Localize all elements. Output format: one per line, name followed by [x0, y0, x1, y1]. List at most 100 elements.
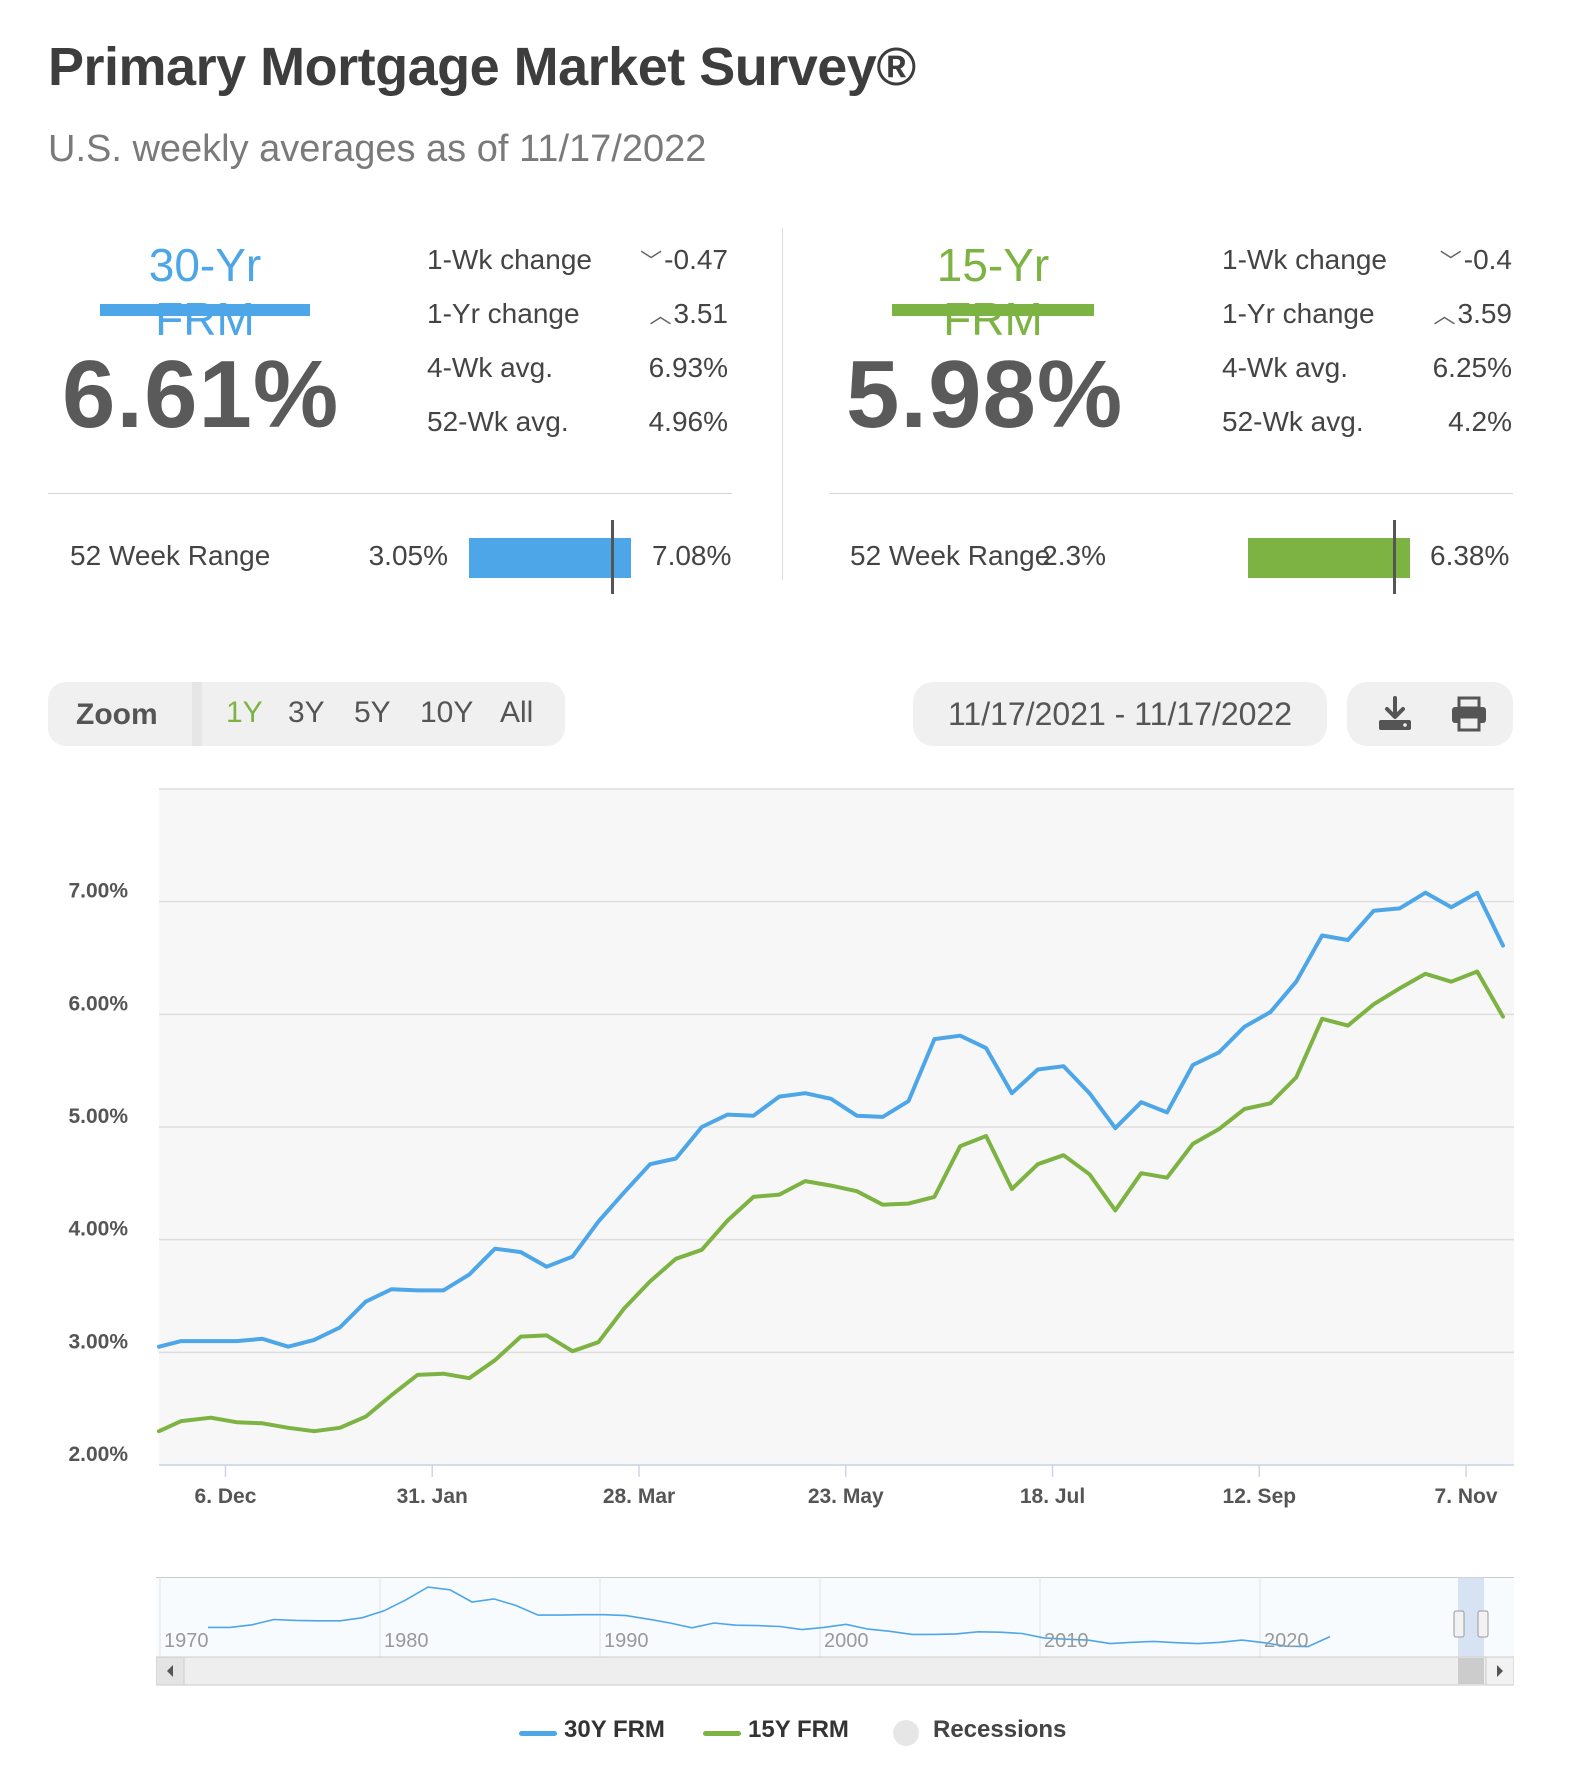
- x-tick-label: 6. Dec: [195, 1485, 257, 1508]
- stat-label: 1-Wk change: [427, 244, 592, 275]
- page-title: Primary Mortgage Market Survey®: [48, 37, 916, 97]
- series-line-30y-frm[interactable]: [157, 890, 1505, 1349]
- series-lines: [157, 890, 1505, 1434]
- zoom-all-button[interactable]: All: [500, 696, 534, 729]
- print-icon[interactable]: [1449, 696, 1489, 732]
- navigator-year-label: 1990: [604, 1630, 649, 1652]
- legend-item-15y[interactable]: 15Y FRM: [748, 1716, 849, 1743]
- y-tick-label: 4.00%: [68, 1218, 128, 1241]
- date-range-display[interactable]: 11/17/2021 - 11/17/2022: [913, 682, 1327, 746]
- stat-label: 4-Wk avg.: [1222, 352, 1349, 383]
- product-name-15yr: 15-Yr FRM: [936, 239, 1050, 345]
- scrollbar-track[interactable]: [156, 1656, 1514, 1686]
- current-rate-30yr: 6.61%: [62, 341, 340, 448]
- stat-value: ︿3.51: [649, 298, 728, 330]
- range-label: 52 Week Range: [70, 540, 271, 571]
- stat-label: 4-Wk avg.: [427, 352, 554, 383]
- chart-legend: 30Y FRM 15Y FRM Recessions: [0, 1716, 1582, 1756]
- y-tick-label: 6.00%: [68, 992, 128, 1015]
- zoom-label: Zoom: [76, 698, 158, 731]
- export-tools: [1347, 682, 1513, 746]
- range-max: 7.08%: [652, 540, 732, 571]
- stat-value: ﹀-0.47: [640, 244, 728, 276]
- stat-row: 4-Wk avg. 6.25%: [1222, 352, 1512, 392]
- zoom-10y-button[interactable]: 10Y: [420, 696, 474, 729]
- stat-label: 52-Wk avg.: [427, 406, 569, 437]
- stat-row: 1-Wk change ﹀-0.4: [1222, 244, 1512, 284]
- zoom-control: Zoom 1Y 3Y 5Y 10Y All: [48, 682, 565, 746]
- x-tick-label: 12. Sep: [1223, 1485, 1297, 1508]
- stat-label: 1-Yr change: [427, 298, 580, 329]
- range-max: 6.38%: [1430, 540, 1510, 571]
- stat-value-text: -0.4: [1463, 244, 1512, 275]
- series-line-15y-frm[interactable]: [157, 969, 1505, 1434]
- navigator-year-label: 2000: [824, 1630, 869, 1652]
- stat-value: ︿3.59: [1433, 298, 1512, 330]
- product-underline-30yr: [100, 304, 310, 316]
- page-subtitle: U.S. weekly averages as of 11/17/2022: [48, 128, 707, 170]
- navigator-handle-right[interactable]: [1477, 1610, 1489, 1638]
- navigator-grid: [159, 1577, 1261, 1657]
- navigator-handle-left[interactable]: [1453, 1610, 1465, 1638]
- legend-swatch-15y: [703, 1731, 741, 1736]
- scroll-left-arrow-icon: [167, 1665, 173, 1677]
- scrollbar-thumb[interactable]: [1458, 1658, 1484, 1684]
- legend-item-30y[interactable]: 30Y FRM: [564, 1716, 665, 1743]
- stat-row: 4-Wk avg. 6.93%: [427, 352, 728, 392]
- zoom-separator: [192, 682, 202, 746]
- navigator-year-label: 2010: [1044, 1630, 1089, 1652]
- zoom-5y-button[interactable]: 5Y: [354, 696, 391, 729]
- range-label: 52 Week Range: [850, 540, 1051, 571]
- chevron-down-icon: ﹀: [1439, 249, 1462, 274]
- range-bar: [1248, 538, 1410, 578]
- y-tick-label: 5.00%: [68, 1105, 128, 1128]
- navigator-year-label: 2020: [1264, 1630, 1309, 1652]
- x-tick-label: 7. Nov: [1435, 1485, 1498, 1508]
- panel-divider: [782, 228, 783, 580]
- stat-row: 1-Wk change ﹀-0.47: [427, 244, 728, 284]
- divider: [48, 493, 732, 494]
- chevron-up-icon: ︿: [649, 303, 672, 328]
- stat-value: 4.2%: [1448, 406, 1512, 437]
- product-name-30yr: 30-Yr FRM: [148, 239, 262, 345]
- navigator-year-label: 1980: [384, 1630, 429, 1652]
- navigator-year-label: 1970: [164, 1630, 209, 1652]
- stat-row: 52-Wk avg. 4.96%: [427, 406, 728, 446]
- range-min: 3.05%: [368, 540, 448, 571]
- x-tick-label: 31. Jan: [397, 1485, 468, 1508]
- divider: [830, 493, 1513, 494]
- x-tick-label: 23. May: [808, 1485, 884, 1508]
- grid-lines: [159, 788, 1514, 1466]
- product-panel-30yr: 30-Yr FRM 6.61% 1-Wk change ﹀-0.47 1-Yr …: [48, 220, 732, 600]
- stat-label: 52-Wk avg.: [1222, 406, 1364, 437]
- legend-swatch-recessions: [893, 1720, 919, 1746]
- stat-value: 6.25%: [1432, 352, 1512, 383]
- range-current-marker: [611, 520, 615, 594]
- product-underline-15yr: [892, 304, 1094, 316]
- zoom-1y-button[interactable]: 1Y: [226, 696, 263, 729]
- navigator[interactable]: 1970 1980 1990 2000 2010 2020: [156, 1577, 1514, 1687]
- chevron-down-icon: ﹀: [640, 249, 663, 274]
- rate-history-chart: 2.00% 3.00% 4.00% 5.00% 6.00% 7.00% 6. Dec 31.…: [68, 788, 1514, 1508]
- download-icon[interactable]: [1375, 696, 1415, 732]
- navigator-year-labels: 1970 1980 1990 2000 2010 2020: [164, 1630, 1309, 1652]
- range-min: 2.3%: [1042, 540, 1106, 571]
- range-current-marker: [1393, 520, 1397, 594]
- stat-value: 4.96%: [648, 406, 728, 437]
- stat-row: 52-Wk avg. 4.2%: [1222, 406, 1512, 446]
- stat-value-text: 3.51: [673, 298, 729, 329]
- zoom-3y-button[interactable]: 3Y: [288, 696, 325, 729]
- legend-swatch-30y: [519, 1731, 557, 1736]
- stat-value-text: 3.59: [1457, 298, 1513, 329]
- scroll-right-arrow-icon: [1497, 1665, 1503, 1677]
- x-tick-label: 28. Mar: [603, 1485, 675, 1508]
- legend-item-recessions[interactable]: Recessions: [933, 1716, 1067, 1743]
- product-panel-15yr: 15-Yr FRM 5.98% 1-Wk change ﹀-0.4 1-Yr c…: [830, 220, 1514, 600]
- x-axis-ticks: 6. Dec 31. Jan 28. Mar 23. May 18. Jul 12. Se…: [195, 1465, 1498, 1508]
- y-tick-label: 7.00%: [68, 880, 128, 903]
- y-axis-ticks: 2.00% 3.00% 4.00% 5.00% 6.00% 7.00%: [68, 880, 128, 1466]
- x-tick-label: 18. Jul: [1020, 1485, 1085, 1508]
- stat-label: 1-Wk change: [1222, 244, 1387, 275]
- stat-value-text: -0.47: [664, 244, 728, 275]
- stat-value: 6.93%: [648, 352, 728, 383]
